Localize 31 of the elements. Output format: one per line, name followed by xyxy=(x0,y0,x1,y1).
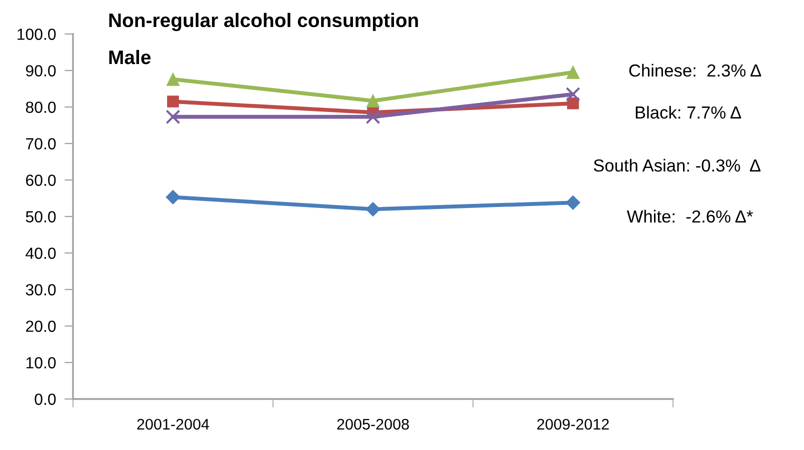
annotation: Black: 7.7% Δ xyxy=(636,106,742,119)
point xyxy=(366,202,380,216)
point xyxy=(566,195,580,210)
text: Male xyxy=(109,50,151,64)
point xyxy=(366,110,380,124)
annotation: Chinese: 2.3% Δ xyxy=(629,64,762,77)
y-tick-label: 30.0 xyxy=(26,284,56,296)
point xyxy=(566,86,580,102)
y-tick-label: 80.0 xyxy=(26,102,56,113)
y-tick-label: 100.0 xyxy=(18,28,56,40)
x-tick-label: 2005-2008 xyxy=(337,418,409,430)
y-tick-label: 40.0 xyxy=(26,248,56,259)
y-tick-label: 90.0 xyxy=(26,65,56,76)
y-tick-label: 10.0 xyxy=(26,357,56,368)
y-tick-label: 70.0 xyxy=(26,138,56,150)
x-tick-label: 2009-2012 xyxy=(537,418,609,430)
point xyxy=(366,94,380,108)
point xyxy=(566,66,580,79)
y-tick-label: 50.0 xyxy=(26,211,56,222)
annotation: South Asian: -0.3% Δ xyxy=(594,158,760,172)
y-tick-label: 60.0 xyxy=(26,174,56,186)
point xyxy=(166,72,180,86)
point xyxy=(167,96,179,108)
chart-title: Non-regular alcohol consumption xyxy=(109,12,418,32)
annotation: White: -2.6% Δ* xyxy=(626,210,753,223)
point xyxy=(166,190,180,204)
x-tick-label: 2001-2004 xyxy=(137,418,210,430)
y-tick-label: 0.0 xyxy=(34,394,56,405)
point xyxy=(166,110,180,124)
y-tick-label: 20.0 xyxy=(26,320,56,332)
point xyxy=(567,97,579,110)
